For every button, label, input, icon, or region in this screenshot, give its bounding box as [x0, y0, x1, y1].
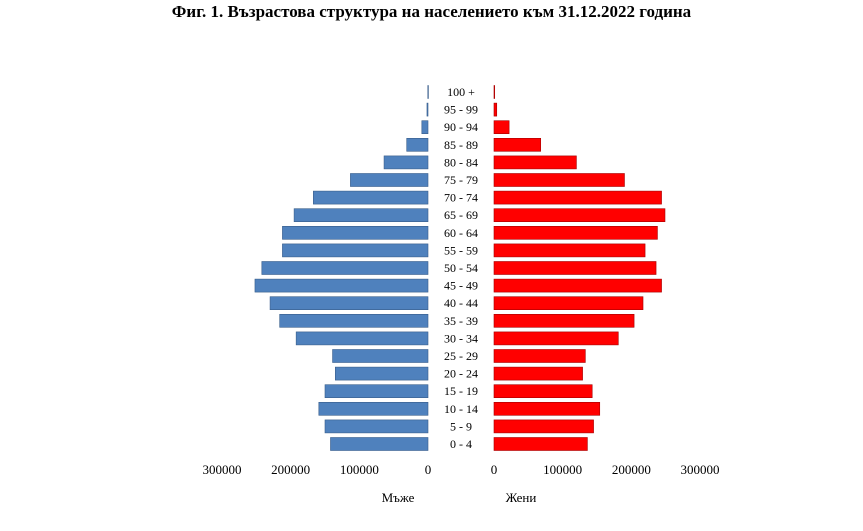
male-bar [406, 138, 429, 152]
male-bar [334, 366, 429, 381]
male-bar [254, 278, 429, 293]
female-bar [493, 173, 625, 187]
age-group-label: 25 - 29 [444, 349, 478, 363]
x-tick-label-right: 300000 [681, 462, 720, 477]
female-bar [493, 190, 662, 205]
male-bar [324, 384, 429, 399]
male-bar [293, 208, 429, 222]
female-bar [493, 331, 619, 346]
male-bars-group [254, 85, 429, 451]
x-tick-label-right: 100000 [543, 462, 582, 477]
age-group-label: 75 - 79 [444, 173, 478, 187]
male-axis-label: Мъже [382, 490, 415, 505]
female-bar [493, 226, 658, 240]
female-bar [493, 155, 577, 170]
age-labels-group: 0 - 4 5 - 9 10 - 14 15 - 19 20 - 24 25 - 29 30… [444, 85, 478, 451]
axis-ticks-group: 300000 200000 100000 0 0 100000 200000 300000 [203, 462, 720, 477]
female-bar [493, 437, 588, 451]
male-bar [295, 331, 429, 346]
female-bar [493, 349, 586, 363]
male-bar [282, 243, 429, 258]
age-group-label: 20 - 24 [444, 367, 478, 381]
male-bar [313, 190, 429, 205]
x-tick-label-left: 300000 [203, 462, 242, 477]
x-tick-label-right: 0 [491, 462, 498, 477]
age-group-label: 35 - 39 [444, 314, 478, 328]
female-bar [493, 296, 644, 311]
female-bar [493, 138, 541, 152]
female-bar [493, 278, 662, 293]
age-group-label: 85 - 89 [444, 138, 478, 152]
male-bar [383, 155, 429, 170]
male-bar [426, 102, 429, 117]
age-group-label: 65 - 69 [444, 208, 478, 222]
x-tick-label-left: 0 [425, 462, 432, 477]
age-group-label: 60 - 64 [444, 226, 478, 240]
male-bar [269, 296, 429, 311]
male-bar [279, 313, 429, 328]
male-bar [324, 419, 429, 434]
female-bar [493, 261, 657, 275]
age-group-label: 10 - 14 [444, 402, 478, 416]
female-bar [493, 243, 646, 258]
age-group-label: 0 - 4 [450, 437, 472, 451]
female-bars-group [493, 85, 666, 451]
x-tick-label-left: 100000 [340, 462, 379, 477]
age-group-label: 90 - 94 [444, 120, 478, 134]
male-bar [261, 261, 429, 275]
male-bar [330, 437, 429, 451]
female-bar [493, 419, 594, 434]
male-bar [282, 226, 429, 240]
age-group-label: 45 - 49 [444, 279, 478, 293]
age-group-label: 30 - 34 [444, 331, 478, 345]
female-bar [493, 102, 498, 117]
male-bar [427, 85, 429, 99]
female-bar [493, 384, 593, 399]
female-bar [493, 366, 583, 381]
age-group-label: 80 - 84 [444, 155, 478, 169]
age-group-label: 40 - 44 [444, 296, 478, 310]
female-axis-label: Жени [506, 490, 537, 505]
age-group-label: 70 - 74 [444, 191, 478, 205]
age-group-label: 5 - 9 [450, 419, 472, 433]
male-bar [421, 120, 429, 134]
x-tick-label-left: 200000 [271, 462, 310, 477]
age-group-label: 50 - 54 [444, 261, 478, 275]
chart-title: Фиг. 1. Възрастова структура на населени… [171, 2, 692, 21]
female-bar [493, 85, 495, 99]
male-bar [318, 401, 429, 416]
female-bar [493, 313, 635, 328]
age-group-label: 95 - 99 [444, 103, 478, 117]
female-bar [493, 401, 601, 416]
male-bar [350, 173, 429, 187]
female-bar [493, 208, 666, 222]
age-group-label: 55 - 59 [444, 243, 478, 257]
male-bar [332, 349, 429, 363]
age-group-label: 100 + [447, 85, 475, 99]
female-bar [493, 120, 510, 134]
age-group-label: 15 - 19 [444, 384, 478, 398]
x-tick-label-right: 200000 [612, 462, 651, 477]
